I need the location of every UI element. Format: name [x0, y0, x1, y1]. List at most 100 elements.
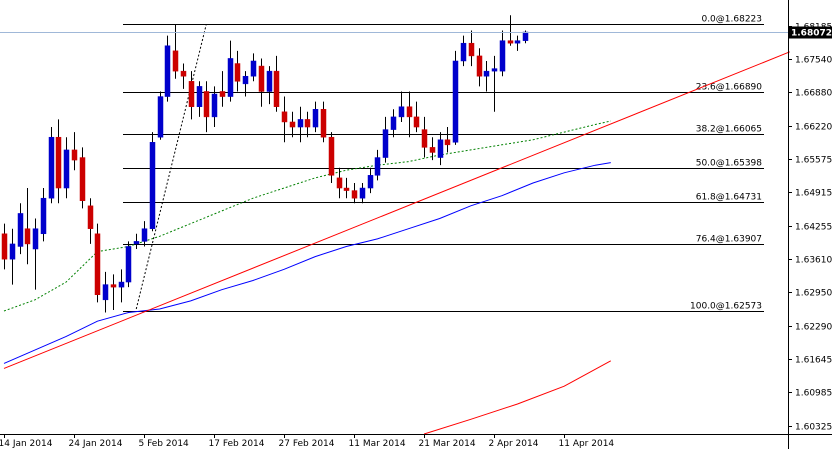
candle-bear	[304, 119, 311, 128]
candle-bull	[149, 142, 156, 229]
candle-bull	[157, 96, 164, 138]
candle-bull	[491, 68, 498, 72]
y-tick-label: 1.66220	[795, 123, 832, 133]
fib-level-label: 38.2@1.66065	[696, 125, 762, 135]
y-tick-label: 1.60325	[795, 423, 832, 433]
indicator-lines	[3, 24, 790, 435]
candle-bull	[312, 109, 319, 128]
candle-bear	[429, 147, 436, 153]
candle-bear	[94, 233, 101, 296]
candle-bull	[164, 45, 171, 97]
candle-bear	[507, 40, 514, 44]
candle-bear	[328, 136, 335, 176]
ma-fast-line	[3, 120, 611, 312]
candle-bull	[196, 86, 203, 107]
candle-bear	[421, 129, 428, 148]
candle-bull	[398, 106, 405, 118]
fib-level-label: 0.0@1.68223	[701, 15, 762, 25]
y-tick-label: 1.63610	[795, 256, 832, 266]
candle-bear	[320, 109, 327, 138]
fib-swing-line	[135, 24, 207, 310]
candle-bull	[242, 75, 249, 85]
candle-bull	[32, 228, 39, 250]
trendline	[3, 51, 790, 369]
fibonacci-levels: 0.0@1.68223 23.6@1.66890 38.2@1.66065 50.0@…	[123, 15, 764, 312]
candle-bull	[118, 281, 125, 288]
candle-bear	[55, 136, 62, 189]
candle-bear	[273, 70, 280, 107]
candle-bear	[468, 42, 475, 57]
candle-bear	[476, 55, 483, 77]
candle-bull	[102, 284, 109, 301]
candle-bear	[343, 187, 350, 191]
fib-level-label: 50.0@1.65398	[696, 159, 763, 169]
candle-bear	[234, 63, 241, 82]
y-tick-label: 1.64915	[795, 189, 832, 199]
candle-bear	[406, 106, 413, 118]
candle-bear	[79, 157, 86, 201]
candle-bull	[9, 243, 16, 260]
candle-bull	[266, 70, 273, 92]
candle-bull	[460, 42, 467, 62]
candle-bull	[141, 228, 148, 242]
candle-bull	[227, 58, 234, 97]
candle-bear	[188, 81, 195, 107]
y-tick-label: 1.62290	[795, 323, 832, 333]
fib-level-label: 76.4@1.63907	[696, 235, 762, 245]
candle-bull	[452, 60, 459, 143]
y-tick-label: 1.64255	[795, 223, 832, 233]
candle-bear	[258, 65, 265, 92]
candle-bear	[110, 284, 117, 288]
y-tick-label: 1.67540	[795, 56, 832, 66]
candle-bull	[297, 119, 304, 128]
current-price-value: 1.68072	[791, 29, 832, 39]
x-tick-label: 17 Feb 2014	[209, 439, 265, 449]
candle-bear	[281, 111, 288, 123]
candle-bear	[219, 91, 226, 97]
candle-bull	[48, 136, 55, 199]
current-price-tag-bg	[789, 26, 832, 39]
fib-level-label: 100.0@1.62573	[690, 302, 762, 312]
x-tick-label: 11 Mar 2014	[349, 439, 406, 449]
x-tick-label: 21 Mar 2014	[419, 439, 476, 449]
y-tick-label: 1.61645	[795, 356, 832, 366]
candle-bear	[413, 116, 420, 128]
candle-bull	[382, 129, 389, 158]
candles	[1, 15, 529, 313]
x-tick-label: 27 Feb 2014	[279, 439, 335, 449]
y-tick-label: 1.60985	[795, 389, 832, 399]
x-tick-label: 5 Feb 2014	[139, 439, 190, 449]
time-axis: 14 Jan 2014 24 Jan 2014 5 Feb 2014 17 Feb 2…	[0, 434, 614, 449]
candle-bear	[289, 121, 296, 128]
candle-bear	[351, 190, 358, 199]
candle-bull	[133, 241, 140, 245]
fib-level-label: 61.8@1.64731	[696, 193, 762, 203]
candle-bull	[514, 40, 521, 44]
x-tick-label: 24 Jan 2014	[69, 439, 123, 449]
ma-slow-line	[3, 162, 611, 364]
y-tick-label: 1.66880	[795, 89, 832, 99]
y-tick-label: 1.65575	[795, 156, 832, 166]
candle-bull	[211, 93, 218, 118]
candle-bull	[63, 149, 70, 189]
candle-bull	[390, 116, 397, 130]
current-price-tag: 1.68072	[789, 26, 832, 39]
candle-bear	[336, 177, 343, 189]
y-tick-label: 1.62950	[795, 289, 832, 299]
candle-bull	[522, 31, 529, 41]
fib-level-label: 23.6@1.66890	[696, 83, 763, 93]
candle-bear	[444, 139, 451, 146]
candle-bull	[40, 197, 47, 235]
candle-bull	[125, 246, 132, 283]
candle-bull	[359, 187, 366, 199]
candle-bull	[499, 40, 506, 72]
candle-bear	[24, 228, 31, 245]
x-tick-label: 2 Apr 2014	[489, 439, 539, 449]
candle-bear	[203, 91, 210, 118]
x-tick-label: 11 Apr 2014	[559, 439, 615, 449]
ma-far-line	[423, 360, 612, 435]
candle-bear	[1, 233, 8, 260]
candle-bull	[17, 213, 24, 247]
